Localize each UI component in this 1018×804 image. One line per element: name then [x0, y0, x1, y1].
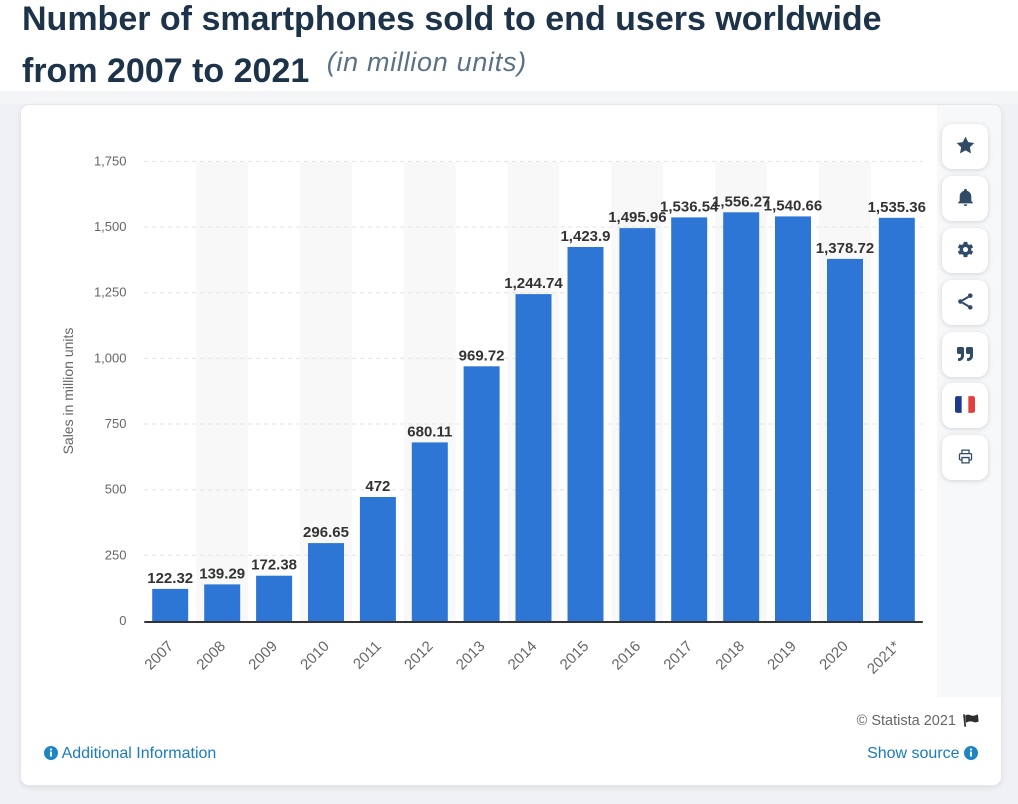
svg-text:1,423.9: 1,423.9: [560, 228, 610, 245]
svg-text:1,244.74: 1,244.74: [504, 275, 563, 292]
svg-text:2008: 2008: [193, 638, 229, 674]
svg-text:2013: 2013: [453, 638, 489, 674]
svg-text:1,000: 1,000: [94, 350, 127, 365]
svg-text:472: 472: [365, 478, 390, 495]
svg-text:1,500: 1,500: [94, 219, 127, 234]
svg-text:2012: 2012: [401, 638, 437, 674]
svg-text:2020: 2020: [816, 638, 852, 674]
svg-text:Sales in million units: Sales in million units: [60, 328, 76, 455]
svg-text:1,250: 1,250: [94, 285, 127, 300]
svg-text:0: 0: [119, 613, 126, 628]
svg-text:2007: 2007: [141, 638, 177, 674]
svg-text:750: 750: [105, 416, 127, 431]
svg-text:2009: 2009: [245, 638, 281, 674]
svg-text:680.11: 680.11: [407, 423, 452, 440]
svg-text:172.38: 172.38: [251, 557, 297, 574]
svg-text:2018: 2018: [712, 638, 748, 674]
svg-text:2021*: 2021*: [864, 638, 904, 678]
svg-text:122.32: 122.32: [147, 570, 193, 587]
svg-text:969.72: 969.72: [459, 347, 505, 364]
svg-text:1,536.54: 1,536.54: [660, 198, 719, 215]
svg-text:2019: 2019: [764, 638, 800, 674]
svg-text:1,540.66: 1,540.66: [764, 197, 822, 214]
svg-text:1,495.96: 1,495.96: [608, 209, 666, 226]
svg-text:2017: 2017: [660, 638, 696, 674]
svg-text:1,535.36: 1,535.36: [868, 199, 926, 216]
svg-text:2010: 2010: [297, 638, 333, 674]
svg-text:1,556.27: 1,556.27: [712, 193, 770, 210]
svg-text:250: 250: [105, 547, 127, 562]
svg-text:2015: 2015: [557, 638, 593, 674]
svg-text:500: 500: [105, 482, 127, 497]
svg-text:139.29: 139.29: [199, 565, 245, 582]
svg-text:1,750: 1,750: [94, 153, 127, 168]
svg-text:2011: 2011: [350, 638, 385, 673]
svg-text:1,378.72: 1,378.72: [816, 240, 874, 257]
svg-text:2014: 2014: [505, 638, 541, 674]
svg-text:2016: 2016: [609, 638, 645, 674]
svg-text:296.65: 296.65: [303, 524, 349, 541]
